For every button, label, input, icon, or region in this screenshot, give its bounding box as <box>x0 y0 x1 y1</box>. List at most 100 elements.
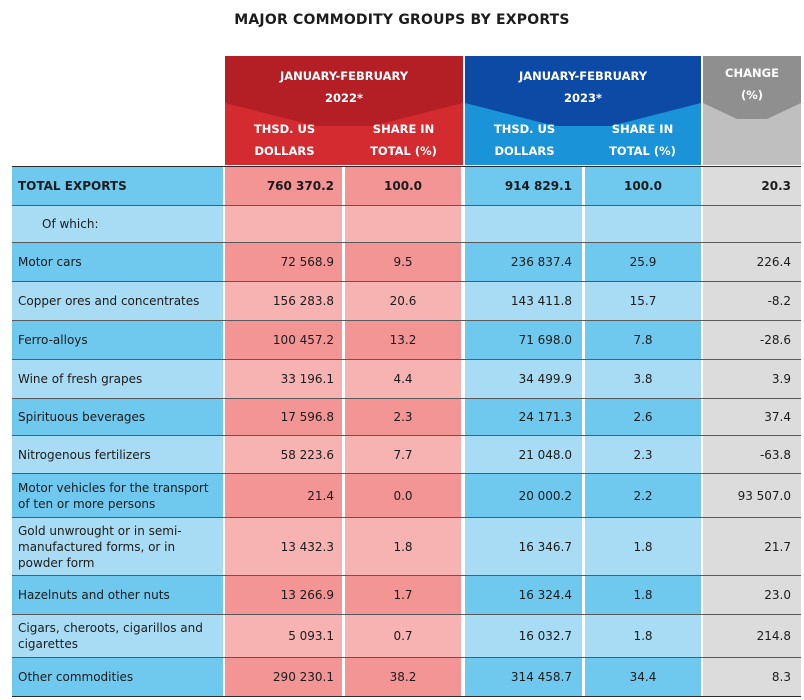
table-row-total: TOTAL EXPORTS 760 370.2 100.0 914 829.1 … <box>12 167 801 205</box>
table-row: Ferro-alloys 100 457.2 13.2 71 698.0 7.8… <box>12 321 801 359</box>
value-2023: 24 171.3 <box>465 399 582 435</box>
row-label: Spirituous beverages <box>12 399 223 435</box>
row-label: Gold unwrought or in semi-manufactured f… <box>12 518 223 575</box>
change-value: -8.2 <box>703 282 801 320</box>
share-2023: 2.2 <box>585 474 701 517</box>
row-rule <box>12 575 801 576</box>
share-2022: 0.7 <box>345 615 461 657</box>
value-2022: 100 457.2 <box>225 321 342 359</box>
share-2022: 38.2 <box>345 658 461 696</box>
row-rule <box>12 614 801 615</box>
header-2022-thsd: THSD. US DOLLARS <box>225 118 344 162</box>
row-label: Nitrogenous fertilizers <box>12 436 223 473</box>
value-2022: 33 196.1 <box>225 360 342 398</box>
table-row: Motor cars 72 568.9 9.5 236 837.4 25.9 2… <box>12 243 801 281</box>
share-2023: 3.8 <box>585 360 701 398</box>
change-value <box>703 206 801 242</box>
header-thsd-line1: THSD. US <box>253 122 316 136</box>
header-2023-period <box>465 56 701 101</box>
row-label: Wine of fresh grapes <box>12 360 223 398</box>
chevron-2022-decoration <box>225 100 463 126</box>
share-2023: 2.3 <box>585 436 701 473</box>
header-2023-label: JANUARY-FEBRUARY 2023* <box>465 56 701 116</box>
chevron-2023-decoration <box>465 100 701 126</box>
table-title: MAJOR COMMODITY GROUPS BY EXPORTS <box>234 12 570 28</box>
header-2022-period <box>225 56 463 101</box>
value-2022: 13 432.3 <box>225 518 342 575</box>
change-value: -28.6 <box>703 321 801 359</box>
header-2022-line1: JANUARY-FEBRUARY <box>279 69 409 83</box>
table-row-of-which: Of which: <box>12 206 801 242</box>
header-change-top-band <box>703 56 801 101</box>
header-2022-share: SHARE IN TOTAL (%) <box>344 118 463 162</box>
share-2023: 1.8 <box>585 576 701 614</box>
table-row: Motor vehicles for the transport of ten … <box>12 474 801 517</box>
value-2022: 17 596.8 <box>225 399 342 435</box>
table-row: Wine of fresh grapes 33 196.1 4.4 34 499… <box>12 360 801 398</box>
value-2022: 72 568.9 <box>225 243 342 281</box>
share-2022: 100.0 <box>345 167 461 205</box>
header-share-line2: TOTAL (%) <box>370 144 437 158</box>
row-label: Motor vehicles for the transport of ten … <box>12 474 223 517</box>
header-share-line1: SHARE IN <box>372 122 435 136</box>
value-2023: 143 411.8 <box>465 282 582 320</box>
value-2023: 314 458.7 <box>465 658 582 696</box>
row-label: TOTAL EXPORTS <box>12 167 223 205</box>
value-2022: 13 266.9 <box>225 576 342 614</box>
share-2023: 100.0 <box>585 167 701 205</box>
share-2022: 7.7 <box>345 436 461 473</box>
change-value: 21.7 <box>703 518 801 575</box>
header-2023-thsd: THSD. US DOLLARS <box>465 118 584 162</box>
change-value: 20.3 <box>703 167 801 205</box>
header-thsd-line1: THSD. US <box>493 122 556 136</box>
value-2022: 290 230.1 <box>225 658 342 696</box>
row-rule <box>12 242 801 243</box>
value-2022: 58 223.6 <box>225 436 342 473</box>
share-2023: 34.4 <box>585 658 701 696</box>
change-value: 23.0 <box>703 576 801 614</box>
table-row: Copper ores and concentrates 156 283.8 2… <box>12 282 801 320</box>
share-2022: 9.5 <box>345 243 461 281</box>
table-bottom-rule <box>12 696 801 697</box>
header-share-line1: SHARE IN <box>611 122 674 136</box>
value-2023 <box>465 206 582 242</box>
row-rule <box>12 398 801 399</box>
row-label: Cigars, cheroots, cigarillos and cigaret… <box>12 615 223 657</box>
table-row: Other commodities 290 230.1 38.2 314 458… <box>12 658 801 696</box>
table-row: Spirituous beverages 17 596.8 2.3 24 171… <box>12 399 801 435</box>
chevron-change-decoration <box>703 100 801 119</box>
header-2023-share: SHARE IN TOTAL (%) <box>583 118 702 162</box>
change-value: 37.4 <box>703 399 801 435</box>
header-change-label: CHANGE (%) <box>703 56 801 116</box>
value-2022 <box>225 206 342 242</box>
value-2022: 5 093.1 <box>225 615 342 657</box>
table-row: Cigars, cheroots, cigarillos and cigaret… <box>12 615 801 657</box>
change-value: 93 507.0 <box>703 474 801 517</box>
share-2023: 15.7 <box>585 282 701 320</box>
row-rule <box>12 435 801 436</box>
share-2023: 7.8 <box>585 321 701 359</box>
change-value: -63.8 <box>703 436 801 473</box>
row-rule <box>12 205 801 206</box>
change-value: 214.8 <box>703 615 801 657</box>
header-2023-line2: 2023* <box>563 91 603 105</box>
share-2022: 13.2 <box>345 321 461 359</box>
row-rule <box>12 281 801 282</box>
row-rule <box>12 473 801 474</box>
row-label: Other commodities <box>12 658 223 696</box>
row-rule <box>12 359 801 360</box>
table-row: Gold unwrought or in semi-manufactured f… <box>12 518 801 575</box>
row-label: Hazelnuts and other nuts <box>12 576 223 614</box>
share-2022: 2.3 <box>345 399 461 435</box>
share-2023: 25.9 <box>585 243 701 281</box>
header-change-line1: CHANGE <box>725 66 779 80</box>
share-2022 <box>345 206 461 242</box>
share-2023: 1.8 <box>585 615 701 657</box>
share-2022: 1.8 <box>345 518 461 575</box>
value-2023: 21 048.0 <box>465 436 582 473</box>
value-2022: 760 370.2 <box>225 167 342 205</box>
header-share-line2: TOTAL (%) <box>609 144 676 158</box>
header-2023-line1: JANUARY-FEBRUARY <box>518 69 648 83</box>
row-label: Copper ores and concentrates <box>12 282 223 320</box>
share-2022: 1.7 <box>345 576 461 614</box>
